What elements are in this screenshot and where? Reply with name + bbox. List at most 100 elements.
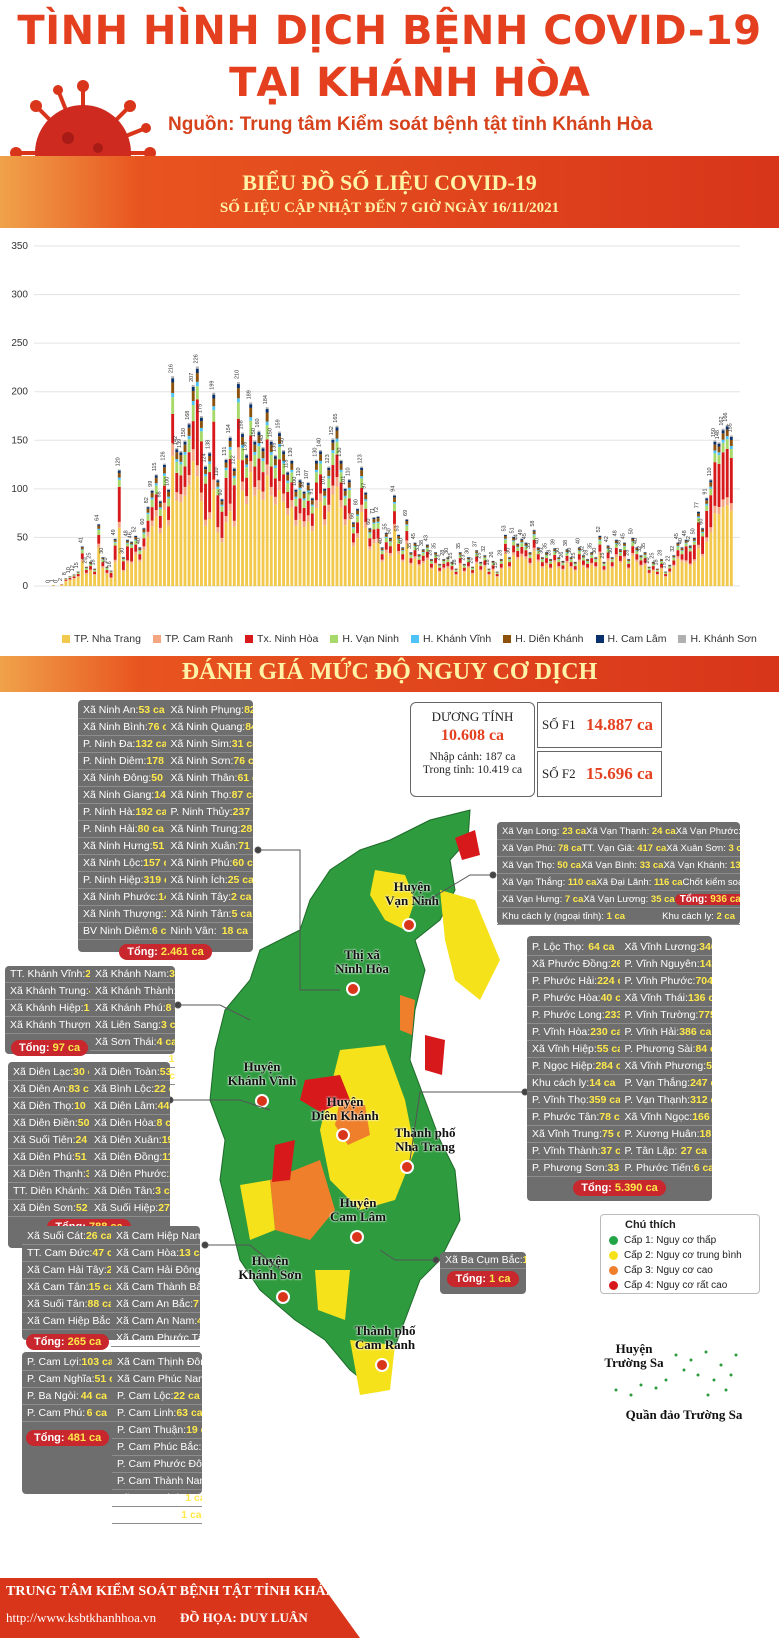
case-row-value: 87 ca: [231, 789, 253, 801]
bar-segment: [516, 550, 520, 557]
case-row-label: Xã Cam Phúc Nam:: [117, 1373, 202, 1385]
bar-segment: [413, 558, 417, 586]
case-row-label: Xã Phước Đồng:: [532, 958, 611, 970]
bar-segment: [516, 547, 520, 551]
bar-segment: [717, 455, 721, 464]
bar-segment: [220, 499, 224, 502]
bar-segment: [508, 567, 511, 586]
bar-segment: [146, 536, 150, 586]
bar-segment: [446, 557, 450, 558]
map-label-cam-lam: Huyện Cam Lâm: [330, 1195, 386, 1224]
bar-value-label: 32: [637, 546, 643, 552]
case-row-value: 76 ca: [147, 721, 166, 733]
bar-segment: [199, 492, 203, 501]
case-row: Xã Vạn Phú: 78 ca TT. Vạn Giã: 417 ca Xã X…: [497, 840, 740, 857]
case-row: Xã Diên Xuân:19 ca: [89, 1132, 170, 1149]
bar-segment: [302, 500, 306, 508]
case-row-value: 6 ca: [151, 925, 166, 937]
bar-segment: [684, 540, 688, 543]
bar-segment: [175, 492, 179, 501]
bar-segment: [360, 511, 364, 586]
case-row-label: Xã Ninh Thân:: [170, 772, 238, 784]
bar-segment: [446, 566, 450, 568]
bar-segment: [606, 546, 610, 549]
import-line: Nhập cảnh: 187 ca: [429, 751, 516, 763]
case-row: Xã Vĩnh Trung:75 ca: [527, 1126, 620, 1143]
bar-value-label: 122: [230, 455, 236, 464]
bar-segment: [380, 550, 384, 552]
case-row-label: P. Ninh Thủy:: [170, 806, 233, 818]
case-row-value: 12 ca: [164, 908, 166, 920]
case-row-label: Xã Khánh Nam:: [95, 968, 170, 980]
bar-segment: [516, 546, 520, 548]
case-row: Xã Diên Thọ:10 ca: [8, 1098, 89, 1115]
bar-segment: [84, 570, 88, 573]
bar-segment: [138, 559, 142, 562]
bar-value-label: 82: [144, 497, 150, 503]
bar-segment: [709, 486, 713, 489]
bar-segment: [536, 551, 540, 555]
bar-value-label: 139: [177, 439, 183, 448]
bar-value-label: 100: [292, 477, 298, 486]
bar-segment: [508, 559, 511, 563]
bar-segment: [228, 436, 232, 438]
bar-segment: [475, 561, 479, 564]
bar-segment: [618, 550, 622, 553]
bar-value-label: 25: [477, 553, 483, 559]
bar-segment: [216, 527, 220, 533]
bar-segment: [265, 412, 269, 422]
bar-segment: [705, 510, 709, 538]
bar-segment: [368, 532, 372, 534]
bar-segment: [717, 443, 721, 447]
bar-segment: [651, 569, 655, 571]
bar-segment: [701, 528, 705, 530]
bar-segment: [339, 469, 343, 473]
bar-segment: [315, 459, 318, 461]
bar-segment: [356, 522, 359, 534]
bar-segment: [261, 491, 265, 500]
case-row-value: 51 ca: [74, 1151, 89, 1163]
bar-segment: [64, 579, 68, 580]
bar-segment: [93, 569, 97, 570]
risk-banner: ĐÁNH GIÁ MỨC ĐỘ NGUY CƠ DỊCH: [0, 656, 779, 692]
bar-segment: [154, 477, 158, 484]
bar-segment: [216, 486, 220, 489]
case-row-value: 14 ca: [589, 1077, 616, 1089]
bar-segment: [462, 572, 466, 586]
bar-segment: [409, 558, 413, 563]
bar-segment: [627, 560, 631, 562]
bar-segment: [154, 483, 158, 486]
case-row-value: 1 ca: [523, 1254, 526, 1266]
footer-url[interactable]: http://www.ksbtkhanhhoa.vn: [6, 1610, 157, 1625]
bar-segment: [639, 558, 643, 561]
bar-segment: [179, 452, 183, 456]
bar-segment: [635, 554, 639, 560]
bar-segment: [93, 570, 97, 572]
bar-segment: [269, 451, 273, 455]
legend-label: H. Diên Khánh: [515, 633, 584, 645]
bar-value-label: 90: [218, 489, 224, 495]
bar-segment: [532, 529, 536, 531]
bar-segment: [380, 561, 384, 586]
bar-segment: [245, 504, 249, 586]
bar-segment: [187, 435, 191, 440]
bar-segment: [647, 568, 651, 571]
bar-segment: [273, 456, 277, 459]
leader-lines: [166, 846, 529, 1271]
map-region-red-north: [455, 830, 480, 860]
bar-segment: [471, 567, 474, 569]
case-row-label: Xã Ninh Thượng:: [83, 908, 164, 920]
bar-segment: [310, 497, 314, 499]
bar-segment: [557, 566, 561, 568]
bar-segment: [298, 498, 302, 514]
bar-segment: [335, 438, 339, 442]
bar-segment: [335, 477, 339, 487]
bar-segment: [187, 475, 191, 485]
bar-segment: [549, 559, 553, 561]
bar-segment: [319, 460, 322, 464]
legend-item: Tx. Ninh Hòa: [245, 633, 318, 645]
case-row: P. Ninh Hà: 192 ca: [78, 804, 166, 821]
bar-value-label: 100: [165, 477, 171, 486]
